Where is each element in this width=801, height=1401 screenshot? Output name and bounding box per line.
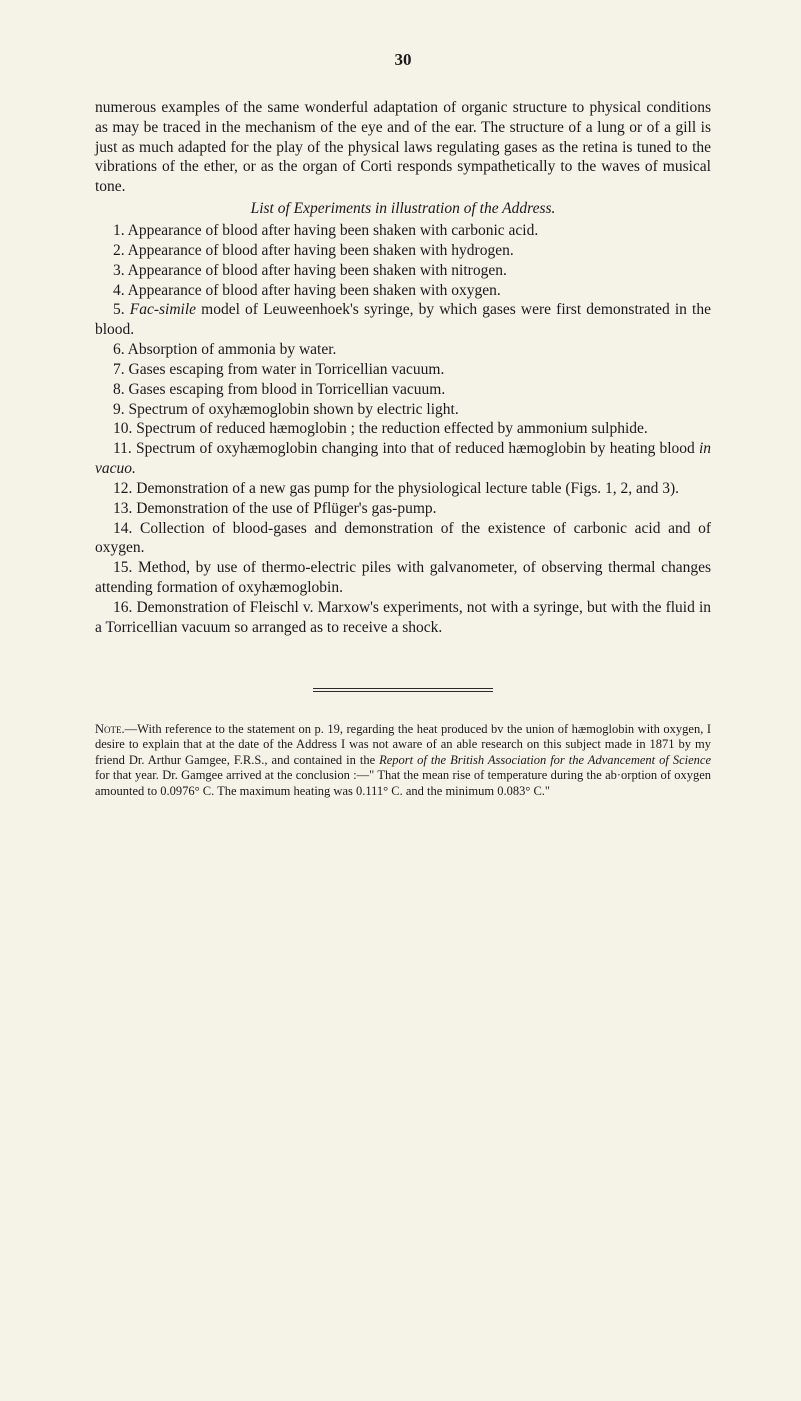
section-divider	[313, 688, 493, 692]
note-label: Note.	[95, 722, 125, 736]
experiment-item-3: 3. Appearance of blood after having been…	[95, 261, 711, 281]
experiment-item-16: 16. Demonstration of Fleischl v. Marxow'…	[95, 598, 711, 638]
experiment-item-12: 12. Demonstration of a new gas pump for …	[95, 479, 711, 499]
list-title: List of Experiments in illustration of t…	[95, 200, 711, 218]
experiment-item-13: 13. Demonstration of the use of Pflüger'…	[95, 499, 711, 519]
note-text-2: for that year. Dr. Gamgee arrived at the…	[95, 768, 711, 798]
experiment-item-8: 8. Gases escaping from blood in Torricel…	[95, 380, 711, 400]
intro-paragraph: numerous examples of the same wonderful …	[95, 98, 711, 197]
item5-italic: Fac-simile	[130, 301, 196, 318]
item11-text: 11. Spectrum of oxyhæmoglobin changing i…	[113, 440, 699, 457]
page-number: 30	[95, 50, 711, 70]
note-italic-1: Report of the British Association for th…	[379, 753, 711, 767]
experiment-item-5: 5. Fac-simile model of Leuweenhoek's syr…	[95, 300, 711, 340]
experiment-item-14: 14. Collection of blood-gases and demons…	[95, 519, 711, 559]
experiment-item-15: 15. Method, by use of thermo-electric pi…	[95, 558, 711, 598]
experiment-item-11: 11. Spectrum of oxyhæmoglobin changing i…	[95, 439, 711, 479]
note-paragraph: Note.—With reference to the statement on…	[95, 722, 711, 800]
experiment-item-2: 2. Appearance of blood after having been…	[95, 241, 711, 261]
experiment-item-10: 10. Spectrum of reduced hæmoglobin ; the…	[95, 419, 711, 439]
experiment-item-9: 9. Spectrum of oxyhæmoglobin shown by el…	[95, 400, 711, 420]
experiment-item-4: 4. Appearance of blood after having been…	[95, 281, 711, 301]
experiment-item-1: 1. Appearance of blood after having been…	[95, 221, 711, 241]
item5-prefix: 5.	[113, 301, 130, 318]
experiment-item-6: 6. Absorption of ammonia by water.	[95, 340, 711, 360]
experiment-item-7: 7. Gases escaping from water in Torricel…	[95, 360, 711, 380]
